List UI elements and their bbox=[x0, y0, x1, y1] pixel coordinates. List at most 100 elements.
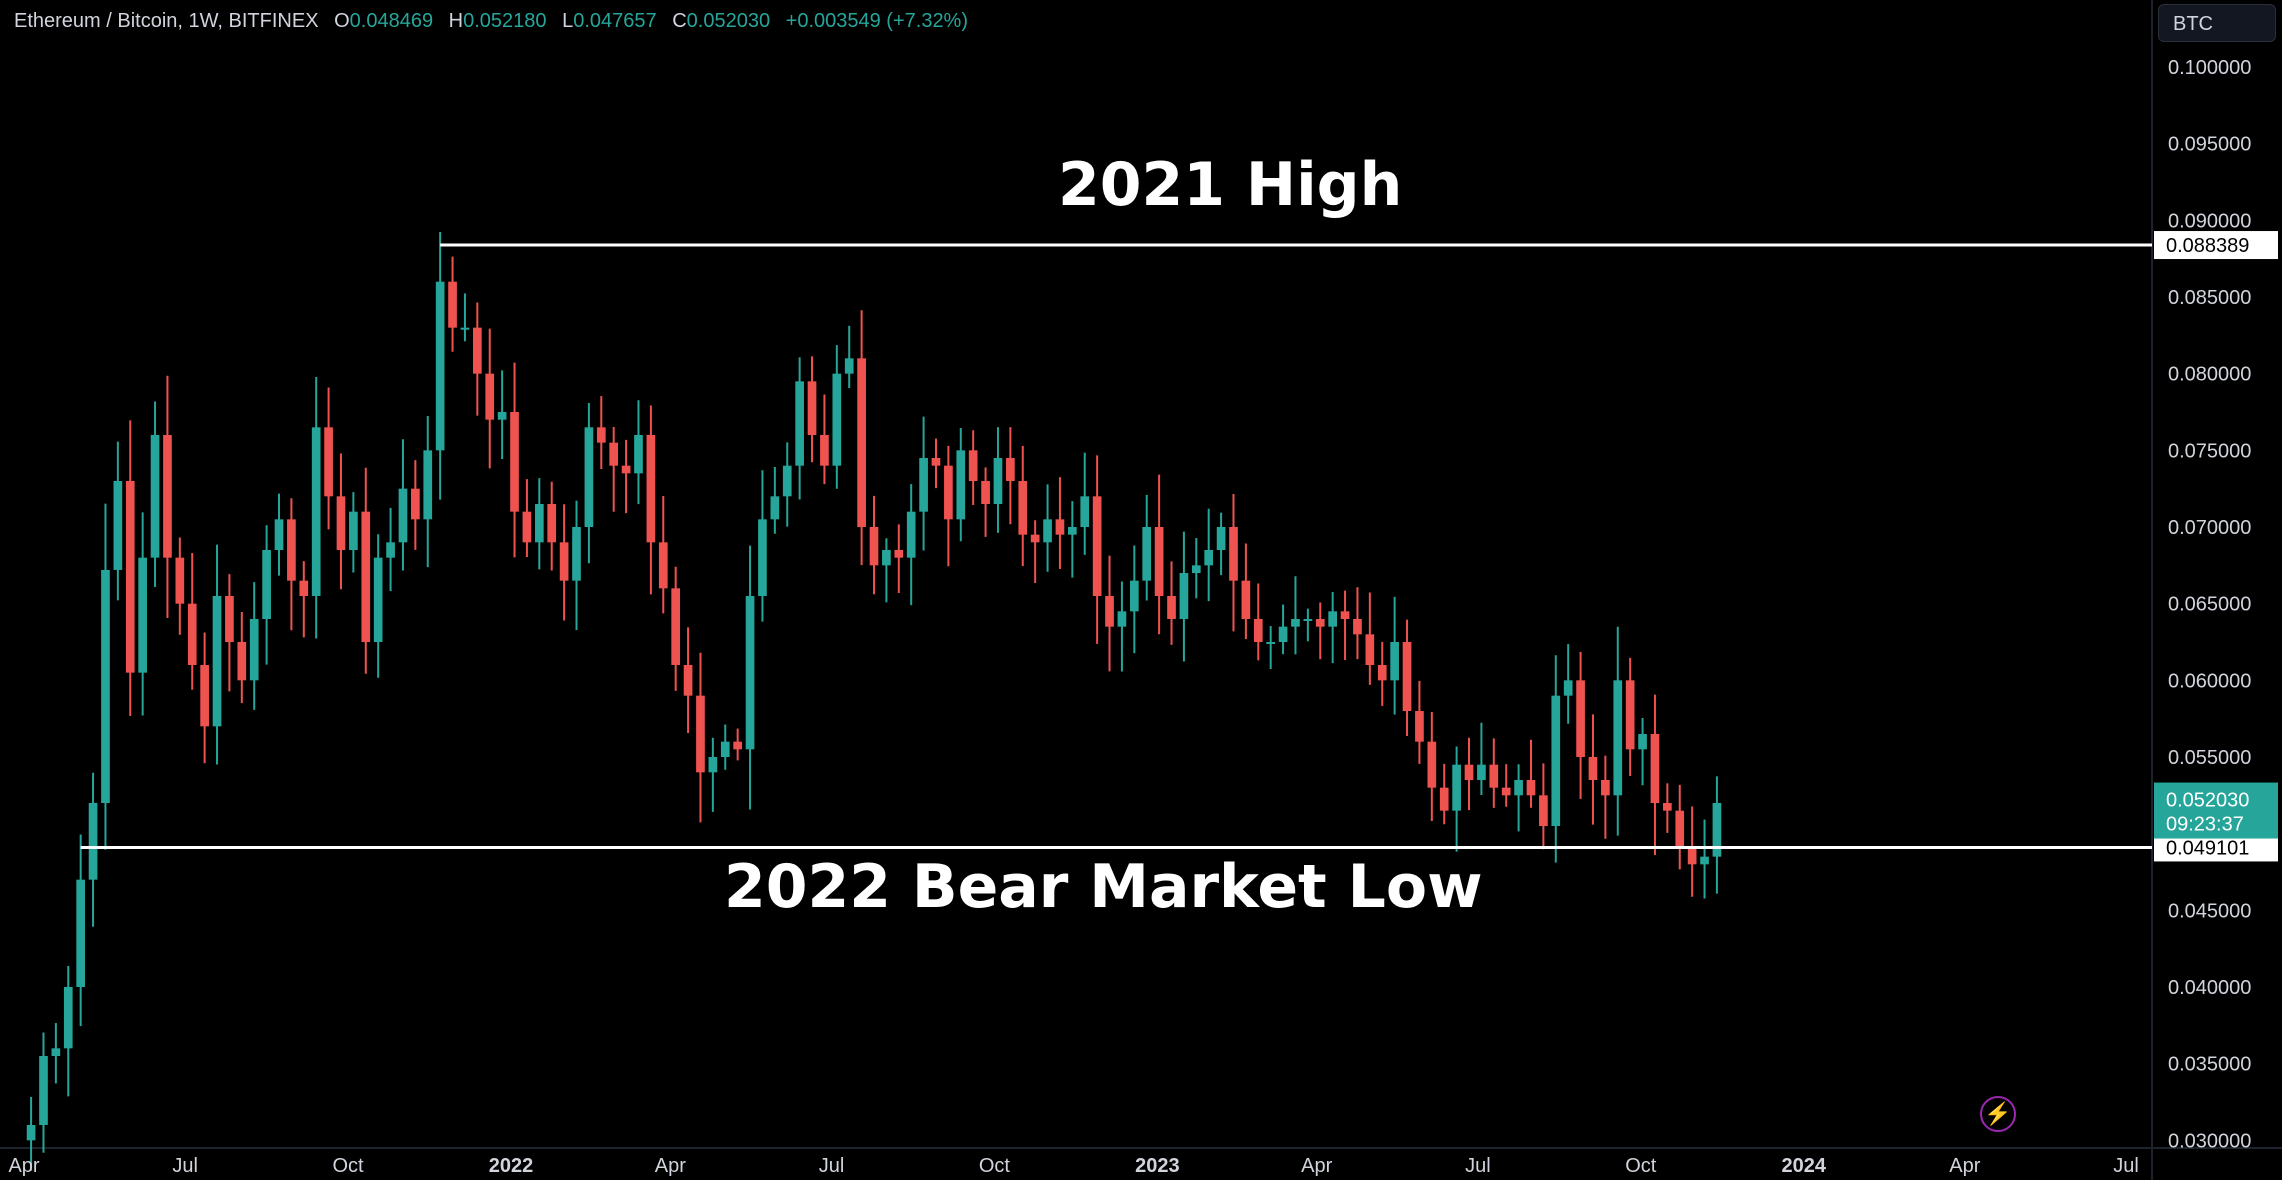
candle-up bbox=[101, 503, 110, 850]
candle-body bbox=[733, 741, 742, 750]
candle-body bbox=[1241, 580, 1251, 619]
candle-down bbox=[658, 495, 668, 614]
candle-down bbox=[1092, 455, 1102, 644]
candle-down bbox=[1055, 477, 1065, 570]
candle-body bbox=[1588, 757, 1598, 780]
candle-down bbox=[1625, 657, 1635, 776]
candle-body bbox=[324, 427, 333, 497]
candle-down bbox=[1030, 520, 1040, 584]
y-tick-label: 0.075000 bbox=[2168, 440, 2251, 462]
candle-up bbox=[212, 544, 222, 765]
candle-body bbox=[522, 511, 532, 543]
candle-body bbox=[497, 412, 507, 420]
x-tick-label: 2023 bbox=[1135, 1155, 1180, 1177]
candle-body bbox=[1675, 810, 1685, 849]
candle-body bbox=[683, 665, 693, 696]
candle-body bbox=[1402, 642, 1412, 711]
candle-body bbox=[1390, 642, 1399, 681]
candle-up bbox=[1390, 596, 1399, 715]
candle-down bbox=[237, 612, 247, 704]
candle-up bbox=[1278, 604, 1288, 655]
candle-up bbox=[1303, 608, 1313, 642]
candle-body bbox=[1452, 764, 1461, 811]
candle-down bbox=[1365, 592, 1375, 685]
candle-body bbox=[931, 458, 941, 466]
candle-up bbox=[584, 402, 594, 564]
candle-down bbox=[981, 467, 990, 537]
candle-down bbox=[1018, 445, 1028, 567]
candle-up bbox=[1191, 538, 1201, 599]
lightning-bolt-icon[interactable]: ⚡ bbox=[1980, 1096, 2016, 1132]
y-tick-label: 0.090000 bbox=[2168, 210, 2251, 232]
candle-body bbox=[1526, 780, 1536, 796]
high-annotation: 2021 High bbox=[1058, 150, 1403, 220]
candle-body bbox=[1315, 619, 1325, 627]
candle-up bbox=[534, 478, 544, 570]
open-label: O bbox=[334, 10, 350, 32]
candle-body bbox=[1353, 619, 1362, 635]
x-tick-label: Oct bbox=[1625, 1155, 1657, 1177]
candle-body bbox=[906, 511, 916, 558]
candle-body bbox=[51, 1048, 61, 1056]
candle-body bbox=[485, 373, 495, 420]
candle-up bbox=[1179, 531, 1189, 662]
candle-up bbox=[460, 293, 470, 342]
candle-body bbox=[1191, 565, 1201, 573]
candle-down bbox=[1464, 737, 1474, 811]
y-tick-label: 0.095000 bbox=[2168, 134, 2251, 156]
badge-bg bbox=[2154, 782, 2278, 839]
high-label: H bbox=[448, 10, 464, 32]
candle-down bbox=[1006, 427, 1015, 525]
candle-down bbox=[894, 524, 904, 593]
level-badge-text: 0.049101 bbox=[2166, 837, 2249, 859]
symbol-legend: Ethereum / Bitcoin, 1W, BITFINEX O0.0484… bbox=[14, 10, 968, 33]
candle-up bbox=[88, 772, 98, 927]
candle-body bbox=[1278, 626, 1288, 642]
candle-body bbox=[1489, 764, 1499, 788]
candle-body bbox=[1129, 580, 1139, 612]
candle-body bbox=[584, 427, 594, 527]
candle-body bbox=[882, 550, 891, 566]
price-axis[interactable]: 0.100000 0.095000 0.090000 0.085000 0.080000… bbox=[2168, 57, 2251, 1152]
time-axis[interactable]: Apr Jul Oct 2022 Apr Jul Oct 2023 Apr Jul Oct 2024 A… bbox=[8, 1155, 2138, 1177]
candle-body bbox=[758, 519, 767, 596]
currency-button[interactable]: BTC bbox=[2158, 4, 2276, 42]
candle-down bbox=[1663, 783, 1672, 833]
candle-up bbox=[1204, 508, 1214, 602]
candle-body bbox=[1154, 527, 1164, 596]
candle-body bbox=[869, 527, 879, 566]
candle-down bbox=[1415, 680, 1424, 764]
candle-down bbox=[696, 652, 705, 823]
y-tick-label: 0.045000 bbox=[2168, 900, 2251, 922]
candle-body bbox=[1539, 795, 1548, 826]
candle-down bbox=[510, 362, 519, 558]
candle-body bbox=[1142, 527, 1152, 581]
candle-up bbox=[882, 538, 891, 603]
candle-body bbox=[968, 450, 978, 481]
candle-body bbox=[1464, 764, 1474, 780]
candle-body bbox=[1216, 527, 1226, 550]
candle-body bbox=[311, 427, 321, 596]
candle-body bbox=[336, 496, 346, 550]
candle-up bbox=[720, 724, 730, 770]
candle-down bbox=[931, 438, 941, 489]
candle-body bbox=[1092, 496, 1102, 596]
candle-down bbox=[1229, 493, 1238, 632]
symbol-title[interactable]: Ethereum / Bitcoin, 1W, BITFINEX bbox=[14, 10, 319, 32]
candle-body bbox=[1514, 780, 1523, 796]
candle-up bbox=[1452, 746, 1461, 852]
candle-up bbox=[249, 582, 259, 710]
candle-down bbox=[857, 310, 866, 566]
candle-body bbox=[646, 435, 656, 543]
level-badge-text: 0.088389 bbox=[2166, 235, 2249, 257]
candle-body bbox=[534, 504, 544, 543]
candle-body bbox=[262, 550, 271, 619]
candle-down bbox=[1377, 641, 1387, 706]
candle-body bbox=[1006, 458, 1015, 481]
candle-body bbox=[820, 435, 829, 466]
candle-body bbox=[101, 569, 110, 803]
candle-up bbox=[844, 325, 854, 389]
